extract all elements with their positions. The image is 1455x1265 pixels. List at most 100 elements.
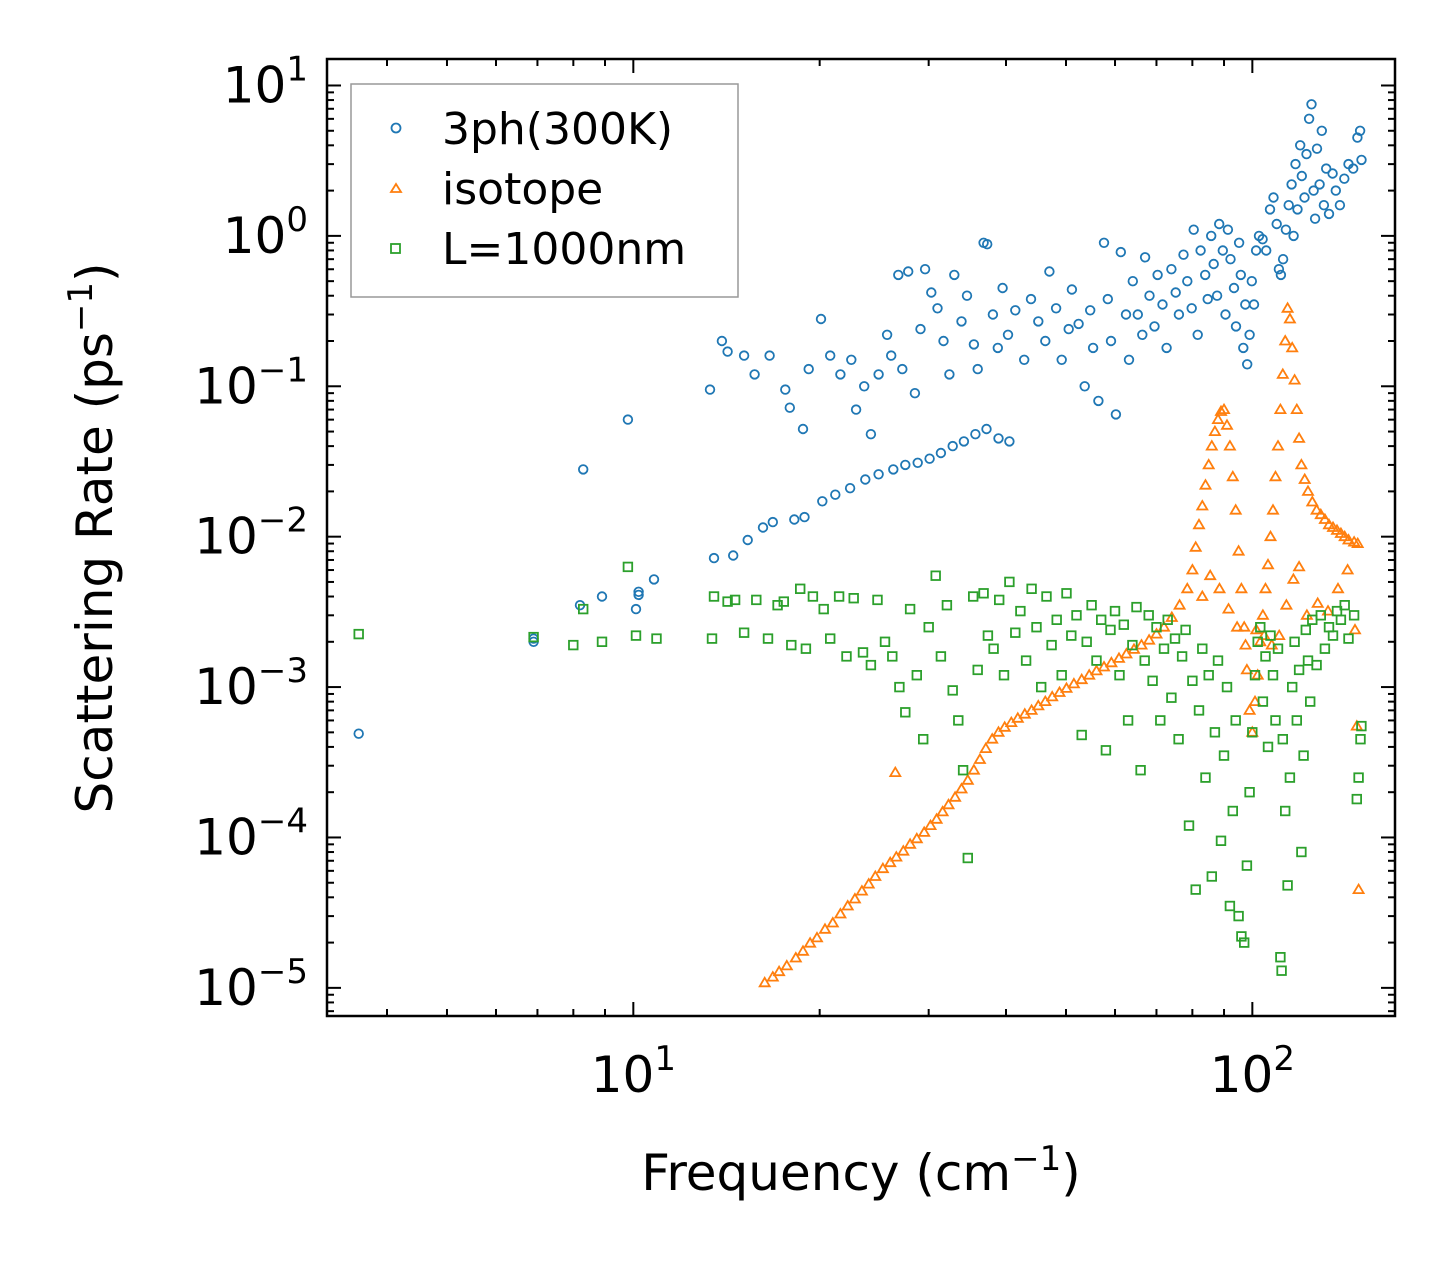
data-point	[1015, 605, 1026, 617]
data-point	[1258, 582, 1273, 594]
data-point	[708, 591, 720, 602]
legend-marker-isotope	[389, 182, 403, 193]
data-point	[1202, 293, 1213, 305]
data-point	[1339, 173, 1350, 184]
data-point	[1084, 305, 1096, 316]
data-point	[1278, 334, 1292, 346]
data-point	[751, 594, 762, 606]
data-point	[1186, 303, 1197, 314]
data-point	[900, 459, 911, 471]
data-point	[1208, 258, 1219, 270]
data-point	[1267, 670, 1279, 681]
data-point	[1188, 224, 1199, 235]
data-point	[1004, 436, 1015, 447]
data-point	[1249, 623, 1263, 635]
data-point	[944, 369, 955, 380]
data-point	[883, 855, 897, 868]
data-point	[1226, 470, 1240, 482]
data-point	[1281, 301, 1295, 313]
data-point	[1233, 237, 1245, 249]
data-point	[1151, 622, 1162, 633]
data-point	[1286, 572, 1300, 584]
data-point	[1263, 529, 1278, 542]
data-point	[1144, 290, 1155, 301]
data-point	[833, 907, 847, 919]
data-point	[1236, 931, 1247, 942]
data-point	[835, 369, 846, 380]
data-point	[1127, 276, 1139, 287]
data-point	[873, 469, 884, 480]
data-point	[919, 264, 931, 275]
data-point	[841, 899, 855, 911]
data-point	[962, 852, 974, 864]
data-point	[958, 436, 970, 447]
data-point	[1299, 192, 1310, 203]
data-point	[1265, 630, 1276, 641]
data-point	[1158, 643, 1170, 654]
data-point	[1105, 335, 1117, 347]
data-point	[1279, 598, 1293, 610]
data-point	[1220, 418, 1234, 430]
data-point	[758, 976, 772, 988]
data-point	[800, 643, 812, 654]
data-point	[1323, 208, 1335, 220]
y-tick-label-exponent: −1	[258, 350, 308, 390]
x-tick-label-base: 10	[591, 1046, 655, 1104]
data-point	[873, 369, 884, 380]
data-point	[1217, 245, 1229, 256]
data-point	[1298, 472, 1312, 484]
data-point	[888, 765, 902, 777]
legend-box	[350, 83, 739, 298]
data-point	[918, 734, 929, 745]
data-point	[1192, 329, 1203, 341]
data-point	[1010, 305, 1021, 316]
data-point	[865, 429, 877, 440]
data-point	[622, 414, 634, 425]
data-point	[1257, 233, 1268, 245]
data-point	[651, 633, 662, 644]
data-point	[844, 483, 856, 494]
data-point	[948, 790, 962, 802]
data-point	[972, 664, 983, 676]
data-point	[1123, 354, 1135, 366]
data-point	[1260, 245, 1272, 256]
data-point	[1147, 675, 1158, 687]
data-point	[1311, 596, 1325, 608]
data-point	[1220, 309, 1231, 320]
x-axis-label-text: Frequency (cm	[641, 1144, 1011, 1202]
y-tick-label-base: 10	[194, 959, 258, 1017]
data-point	[997, 282, 1008, 294]
data-point	[1294, 140, 1306, 151]
data-point	[1286, 179, 1297, 190]
data-point	[1206, 871, 1218, 882]
data-point	[1288, 230, 1299, 242]
data-point	[1285, 341, 1299, 353]
data-point	[985, 732, 999, 744]
data-point	[1318, 199, 1330, 211]
data-point	[949, 269, 960, 281]
data-point	[1314, 179, 1325, 190]
data-point	[1290, 158, 1301, 170]
data-point	[1246, 276, 1258, 287]
data-point	[799, 511, 810, 523]
data-point	[1203, 670, 1214, 681]
data-point	[1063, 323, 1074, 335]
x-tick-label-exponent: 2	[1273, 1039, 1295, 1079]
data-point	[1190, 884, 1201, 895]
data-point	[708, 552, 720, 564]
data-point	[947, 685, 958, 696]
data-point	[803, 936, 817, 948]
data-point	[900, 707, 911, 718]
data-point	[859, 381, 870, 392]
data-point	[1241, 860, 1253, 871]
data-point	[1334, 199, 1346, 211]
legend: 3ph(300K) isotope L=1000nm	[350, 83, 739, 298]
data-point	[810, 931, 824, 943]
data-point	[1343, 633, 1354, 644]
data-point	[1307, 614, 1318, 626]
y-tick-label-exponent: −4	[258, 801, 308, 841]
data-point	[894, 681, 905, 693]
data-point	[1197, 643, 1208, 654]
data-point	[1248, 299, 1260, 310]
